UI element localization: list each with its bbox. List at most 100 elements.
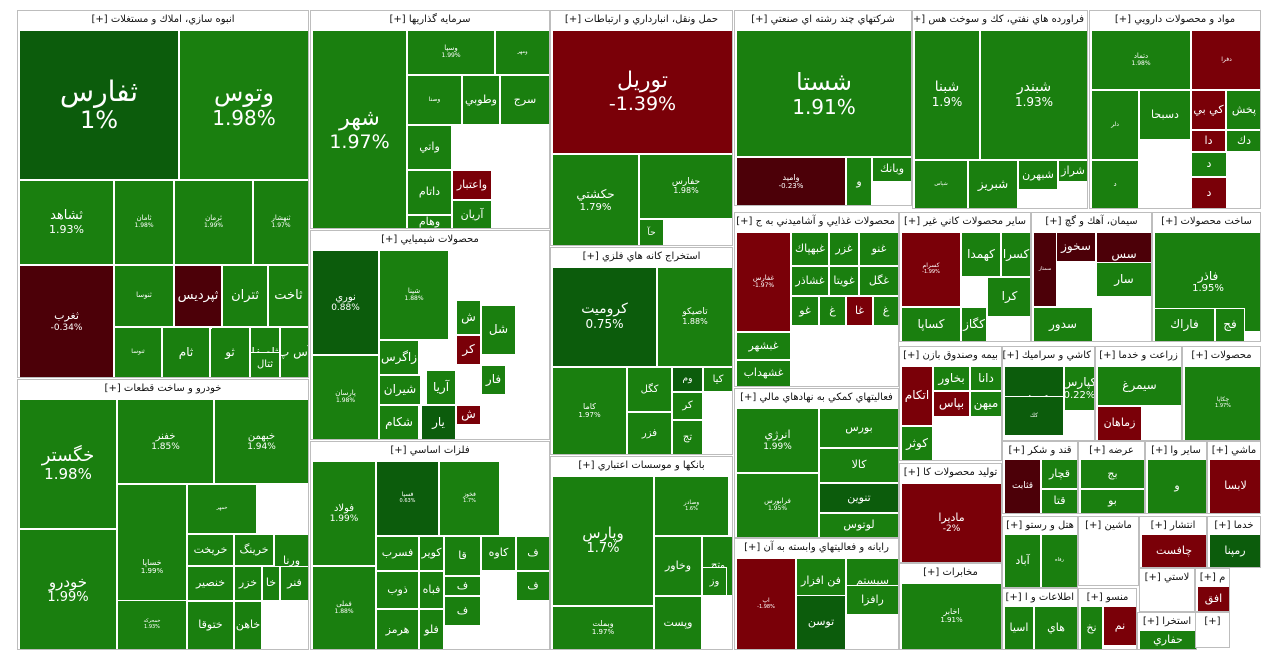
- stock-tile[interactable]: شبنا 1.9%: [914, 30, 980, 160]
- stock-tile[interactable]: اسيا: [1004, 606, 1034, 649]
- sector-header[interactable]: ساير وا [+]: [1146, 442, 1206, 460]
- stock-tile[interactable]: كر: [456, 335, 481, 365]
- stock-tile[interactable]: ثنهشار 1.97%: [253, 180, 308, 265]
- stock-tile[interactable]: بخاور: [933, 366, 970, 391]
- stock-tile[interactable]: وصادر 1.6%: [654, 476, 729, 536]
- sector-header[interactable]: عرضه [+]: [1079, 442, 1144, 460]
- stock-tile[interactable]: خريخت: [187, 534, 234, 566]
- stock-tile[interactable]: قا: [444, 536, 481, 576]
- stock-tile[interactable]: زاگرس: [379, 340, 419, 375]
- sector-header[interactable]: فراورده هاي نفتي، كك و سوخت هس [+]: [913, 11, 1087, 29]
- stock-tile[interactable]: شستا 1.91%: [736, 30, 911, 157]
- stock-tile[interactable]: لوتوس: [819, 513, 898, 537]
- stock-tile[interactable]: غ: [873, 296, 898, 326]
- stock-tile[interactable]: كگل: [627, 367, 672, 412]
- stock-tile[interactable]: كروميت 0.75%: [552, 267, 657, 367]
- stock-tile[interactable]: قتا: [1041, 489, 1077, 513]
- stock-tile[interactable]: اخابر 1.91%: [901, 583, 1001, 649]
- stock-tile[interactable]: قثابت: [1004, 459, 1041, 513]
- sector-header[interactable]: محصولات شيميايي [+]: [311, 231, 549, 249]
- stock-tile[interactable]: فار: [481, 365, 506, 395]
- stock-tile[interactable]: رفاه: [1041, 534, 1077, 587]
- stock-tile[interactable]: ف: [516, 536, 549, 571]
- stock-tile[interactable]: ثغرب -0.34%: [19, 265, 114, 377]
- stock-tile[interactable]: شبریز: [968, 160, 1018, 208]
- stock-tile[interactable]: دسبحا: [1139, 90, 1191, 140]
- stock-tile[interactable]: ثو: [210, 327, 250, 377]
- sector-header[interactable]: ساير محصولات كاني غير [+]: [900, 213, 1030, 231]
- stock-tile[interactable]: تاصيكو 1.88%: [657, 267, 732, 367]
- stock-tile[interactable]: ف: [444, 576, 481, 596]
- stock-tile[interactable]: شل: [481, 305, 516, 355]
- sector-header[interactable]: خودرو و ساخت قطعات [+]: [18, 380, 308, 398]
- stock-tile[interactable]: حفارس 1.98%: [639, 154, 732, 219]
- sector-header[interactable]: ماشي [+]: [1208, 442, 1260, 460]
- stock-tile[interactable]: وطوبي: [462, 75, 500, 125]
- sector-header[interactable]: فلزات اساسي [+]: [311, 442, 549, 460]
- stock-tile[interactable]: چافست: [1141, 534, 1206, 567]
- stock-tile[interactable]: خاهن: [234, 601, 262, 649]
- stock-tile[interactable]: ثتران: [222, 265, 268, 327]
- stock-tile[interactable]: چكاپا 1.97%: [1184, 366, 1260, 440]
- stock-tile[interactable]: اپ -1.98%: [736, 558, 796, 649]
- stock-tile[interactable]: زماهان: [1097, 406, 1142, 440]
- stock-tile[interactable]: ف: [444, 596, 481, 626]
- stock-tile[interactable]: فلو: [419, 609, 444, 649]
- sector-header[interactable]: مواد و محصولات دارويي [+]: [1090, 11, 1260, 29]
- sector-header[interactable]: [+]: [1196, 613, 1229, 631]
- stock-tile[interactable]: خنصير: [187, 566, 234, 601]
- stock-tile[interactable]: حآ: [639, 219, 664, 245]
- stock-tile[interactable]: فملی 1.88%: [312, 566, 376, 649]
- stock-tile[interactable]: يار: [421, 405, 456, 439]
- stock-tile[interactable]: كپارس 0.22%: [1064, 366, 1094, 411]
- stock-tile[interactable]: غبشهر: [736, 332, 791, 360]
- stock-tile[interactable]: بپاس: [933, 391, 970, 417]
- stock-tile[interactable]: خگستر 1.98%: [19, 399, 117, 529]
- stock-tile[interactable]: فاراك: [1154, 308, 1215, 341]
- stock-tile[interactable]: شراز: [1058, 160, 1087, 182]
- stock-tile[interactable]: تنوين: [819, 483, 898, 513]
- stock-tile[interactable]: شكام: [379, 405, 419, 439]
- sector-header[interactable]: مخابرات [+]: [900, 564, 1001, 582]
- stock-tile[interactable]: غويتا: [829, 266, 859, 296]
- stock-tile[interactable]: فنر: [280, 566, 308, 601]
- stock-tile[interactable]: رمپنا: [1209, 534, 1260, 567]
- stock-tile[interactable]: غبهپاك: [791, 232, 829, 266]
- sector-header[interactable]: رايانه و فعاليتهاي وابسته به آن [+]: [735, 539, 898, 557]
- stock-tile[interactable]: ختوقا: [187, 601, 234, 649]
- stock-tile[interactable]: خفنر 1.85%: [117, 399, 214, 484]
- stock-tile[interactable]: واعتبار: [452, 170, 492, 200]
- stock-tile[interactable]: كاما 1.97%: [552, 367, 627, 454]
- stock-tile[interactable]: واتي: [407, 125, 452, 170]
- stock-tile[interactable]: شهر 1.97%: [312, 30, 407, 228]
- stock-tile[interactable]: خزر: [234, 566, 262, 601]
- stock-tile[interactable]: ثامان 1.98%: [114, 180, 174, 265]
- stock-tile[interactable]: پارسان 1.98%: [312, 355, 379, 439]
- stock-tile[interactable]: وم: [672, 367, 703, 392]
- stock-tile[interactable]: كساپا: [901, 307, 961, 341]
- stock-tile[interactable]: دانا: [970, 366, 1001, 391]
- stock-tile[interactable]: وسپا 1.99%: [407, 30, 495, 75]
- sector-header[interactable]: استخراج كانه هاي فلزي [+]: [551, 248, 732, 266]
- stock-tile[interactable]: وپارس 1.7%: [552, 476, 654, 606]
- stock-tile[interactable]: داتام: [407, 170, 452, 215]
- stock-tile[interactable]: كسرا: [1001, 232, 1030, 277]
- stock-tile[interactable]: غ: [819, 296, 846, 326]
- stock-tile[interactable]: كگاز: [961, 307, 987, 341]
- stock-tile[interactable]: سخوز: [1056, 232, 1096, 262]
- stock-tile[interactable]: كالا: [819, 448, 898, 483]
- stock-tile[interactable]: ثرمان 1.99%: [174, 180, 253, 265]
- stock-tile[interactable]: غگل: [859, 266, 898, 296]
- stock-tile[interactable]: سرج: [500, 75, 549, 125]
- stock-tile[interactable]: ثشاهد 1.93%: [19, 180, 114, 265]
- stock-tile[interactable]: وخاور: [654, 536, 702, 596]
- stock-tile[interactable]: رافزا: [846, 585, 898, 615]
- stock-tile[interactable]: آباد: [1004, 534, 1041, 587]
- stock-tile[interactable]: بج: [1080, 459, 1144, 489]
- sector-header[interactable]: استخرا [+]: [1138, 613, 1196, 631]
- stock-tile[interactable]: خا: [262, 566, 280, 601]
- sector-header[interactable]: ماشين [+]: [1079, 517, 1138, 535]
- stock-tile[interactable]: وبملت 1.97%: [552, 606, 654, 649]
- stock-tile[interactable]: كك: [1004, 396, 1064, 436]
- stock-tile[interactable]: فسپا 0.63%: [376, 461, 439, 536]
